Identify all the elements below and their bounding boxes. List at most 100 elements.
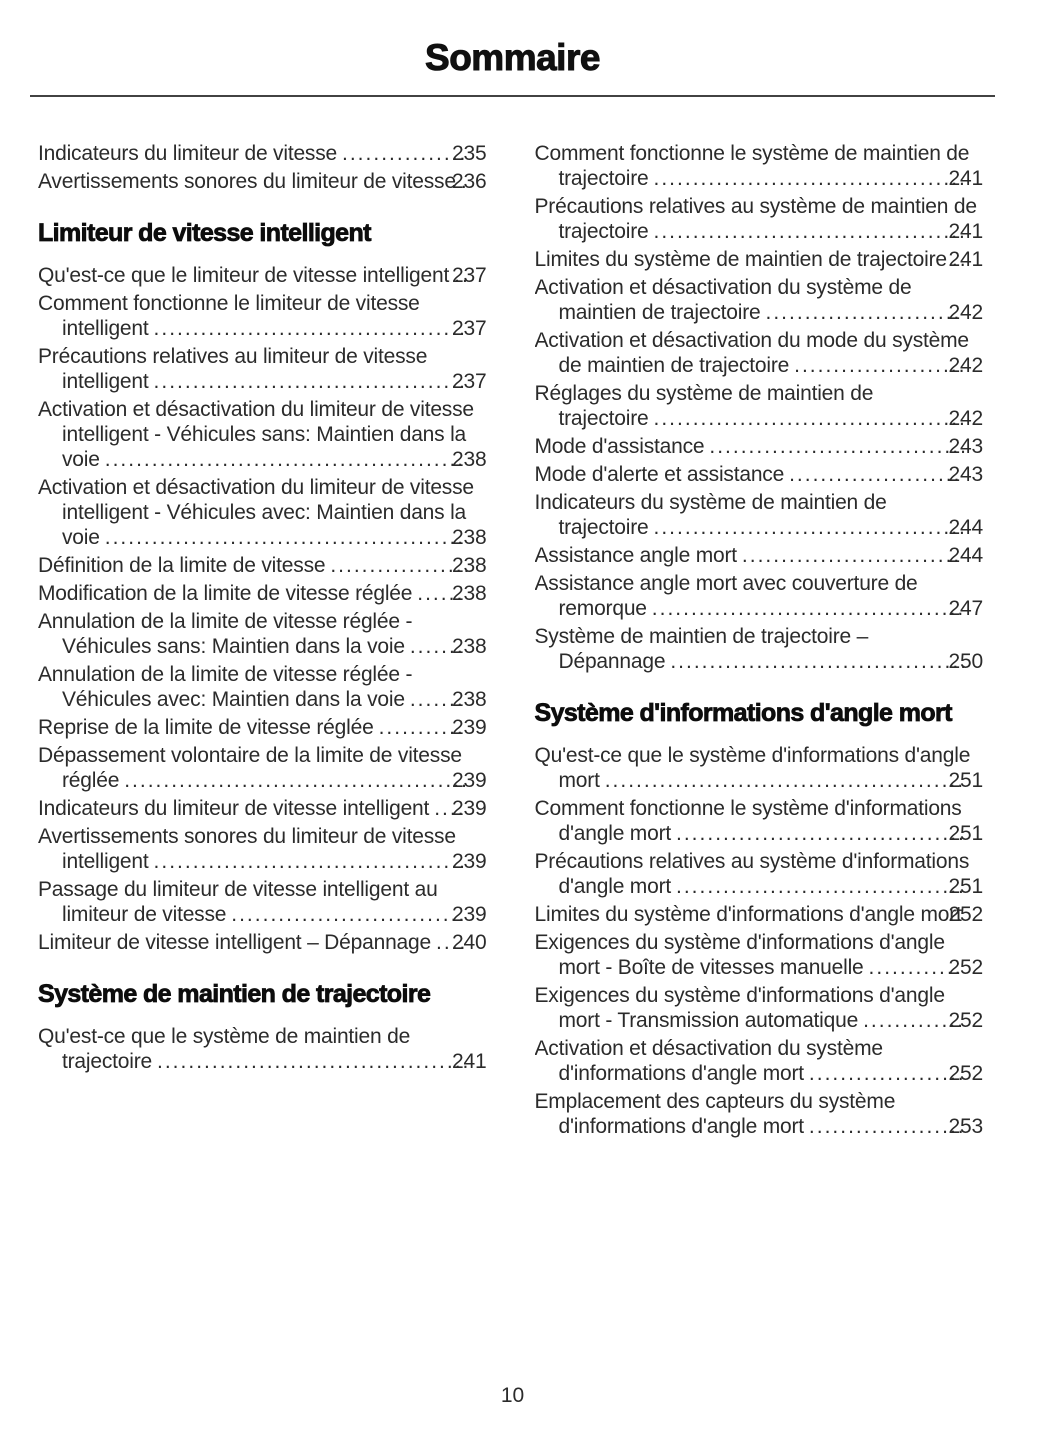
toc-entry: Qu'est-ce que le système d'informations … (535, 743, 984, 793)
toc-entry: Activation et désactivation du limiteur … (38, 397, 487, 472)
toc-entry-page: 243 (948, 463, 983, 486)
toc-entry-title: Qu'est-ce que le système d'informations … (534, 744, 971, 792)
toc-entry-title: Activation et désactivation du système d… (534, 276, 912, 324)
dot-leader: ......................... (765, 301, 962, 324)
toc-entry-title: Mode d'alerte et assistance (534, 463, 785, 486)
toc-entry: Avertissements sonores du limiteur de vi… (38, 824, 487, 874)
dot-leader: ...................... (794, 354, 967, 377)
dot-leader: ........................................ (153, 370, 467, 393)
toc-column-right: Comment fonctionne le système de maintie… (534, 141, 984, 1142)
toc-section-heading: Limiteur de vitesse intelligent (38, 219, 372, 248)
toc-entry-title: Dépassement volontaire de la limite de v… (38, 744, 462, 792)
dot-leader: ............. (863, 1009, 965, 1032)
toc-column-left: Indicateurs du limiteur de vitesse......… (38, 141, 487, 1142)
toc-entry-page: 241 (948, 167, 983, 190)
toc-entry-title: Limites du système de maintien de trajec… (534, 248, 948, 271)
toc-entry-title: Comment fonctionne le système d'informat… (534, 797, 962, 845)
toc-entry-title: Qu'est-ce que le limiteur de vitesse int… (38, 264, 450, 287)
toc-entry-page: 238 (452, 526, 487, 549)
toc-entry: Indicateurs du système de maintien de tr… (535, 490, 984, 540)
toc-entry-title: Passage du limiteur de vitesse intellige… (38, 878, 438, 926)
toc-entry-title: Mode d'assistance (534, 435, 705, 458)
toc-entry-title: Activation et désactivation du mode du s… (534, 329, 970, 377)
toc-entry-page: 242 (948, 301, 983, 324)
toc-entry: Limites du système d'informations d'angl… (535, 902, 984, 927)
toc-entry: Emplacement des capteurs du système d'in… (535, 1089, 984, 1139)
page-number: 10 (500, 1384, 525, 1407)
toc-entry-title: Précautions relatives au limiteur de vit… (38, 345, 428, 393)
toc-entry: Exigences du système d'informations d'an… (535, 930, 984, 980)
dot-leader: .................... (808, 1115, 966, 1138)
toc-section-heading: Système de maintien de trajectoire (38, 980, 432, 1009)
dot-leader: .. (951, 248, 968, 271)
toc-entry: Qu'est-ce que le système de maintien de … (38, 1024, 487, 1074)
toc-entry: Indicateurs du limiteur de vitesse intel… (38, 796, 487, 821)
toc-entry: Assistance angle mort...................… (535, 543, 984, 568)
toc-entry: Assistance angle mort avec couverture de… (535, 571, 984, 621)
dot-leader: ........................................… (104, 526, 466, 549)
toc-entry-title: Avertissements sonores du limiteur de vi… (38, 825, 456, 873)
toc-entry-page: 235 (452, 142, 487, 165)
toc-entry-title: Emplacement des capteurs du système d'in… (534, 1090, 896, 1138)
toc-entry-page: 252 (948, 1062, 983, 1085)
toc-entry: Limiteur de vitesse intelligent – Dépann… (38, 930, 487, 955)
toc-entry-page: 242 (948, 407, 983, 430)
toc-entry-page: 243 (948, 435, 983, 458)
dot-leader: ........................................ (653, 407, 967, 430)
dot-leader: ................ (342, 142, 468, 165)
toc-entry-title: Système de maintien de trajectoire – Dép… (534, 625, 869, 673)
dot-leader: ..................................... (676, 822, 966, 845)
toc-entry: Mode d'alerte et assistance.............… (535, 462, 984, 487)
toc-entry-page: 247 (948, 597, 983, 620)
toc-entry-title: Comment fonctionne le limiteur de vitess… (38, 292, 420, 340)
page-title: Sommaire (425, 37, 601, 79)
toc-entry: Annulation de la limite de vitesse réglé… (38, 609, 487, 659)
toc-entry: Reprise de la limite de vitesse réglée..… (38, 715, 487, 740)
toc-entry: Définition de la limite de vitesse......… (38, 553, 487, 578)
toc-entry: Activation et désactivation du mode du s… (535, 328, 984, 378)
toc-entry: Indicateurs du limiteur de vitesse......… (38, 141, 487, 166)
toc-entry: Comment fonctionne le système d'informat… (535, 796, 984, 846)
toc-entry-title: Modification de la limite de vitesse rég… (38, 582, 413, 605)
toc-entry-page: 242 (948, 354, 983, 377)
toc-entry-page: 236 (452, 170, 487, 193)
toc-entry-title: Comment fonctionne le système de maintie… (534, 142, 970, 190)
dot-leader: ........................................ (653, 516, 967, 539)
toc-entry-page: 251 (948, 769, 983, 792)
dot-leader: ....... (409, 635, 465, 658)
toc-entry-title: Annulation de la limite de vitesse réglé… (38, 610, 413, 658)
toc-entry-title: Activation et désactivation du système d… (534, 1037, 884, 1085)
toc-entry-title: Activation et désactivation du limiteur … (38, 398, 474, 471)
toc-entry-title: Annulation de la limite de vitesse réglé… (38, 663, 413, 711)
dot-leader: ........................................ (157, 1050, 471, 1073)
toc-entry-page: 239 (452, 769, 487, 792)
dot-leader: ........................................ (653, 167, 967, 190)
toc-entry-page: 238 (452, 554, 487, 577)
toc: Indicateurs du limiteur de vitesse......… (30, 97, 995, 1142)
toc-entry: Système de maintien de trajectoire – Dép… (535, 624, 984, 674)
toc-entry-title: Indicateurs du limiteur de vitesse intel… (38, 797, 430, 820)
dot-leader: ........................................ (653, 220, 967, 243)
dot-leader: .... (434, 797, 466, 820)
toc-entry-page: 251 (948, 822, 983, 845)
header-divider (30, 95, 995, 97)
toc-entry-page: 252 (948, 903, 983, 926)
toc-entry-page: 244 (948, 544, 983, 567)
dot-leader: .... (435, 931, 468, 954)
toc-entry-page: 239 (452, 850, 487, 873)
toc-entry-page: 239 (452, 797, 487, 820)
toc-entry-page: 241 (948, 248, 983, 271)
dot-leader: ...................... (789, 463, 962, 486)
toc-entry-title: Avertissements sonores du limiteur de vi… (38, 170, 456, 193)
toc-entry-page: 238 (452, 688, 487, 711)
toc-entry-title: Exigences du système d'informations d'an… (534, 931, 946, 979)
dot-leader: .............................. (231, 903, 467, 926)
toc-entry: Dépassement volontaire de la limite de v… (38, 743, 487, 793)
toc-entry: Précautions relatives au limiteur de vit… (38, 344, 487, 394)
toc-entry: Comment fonctionne le limiteur de vitess… (38, 291, 487, 341)
toc-entry-page: 239 (452, 903, 487, 926)
dot-leader: .. (454, 264, 470, 287)
toc-entry-title: Exigences du système d'informations d'an… (534, 984, 946, 1032)
toc-entry-page: 237 (452, 264, 487, 287)
toc-entry: Limites du système de maintien de trajec… (535, 247, 984, 272)
